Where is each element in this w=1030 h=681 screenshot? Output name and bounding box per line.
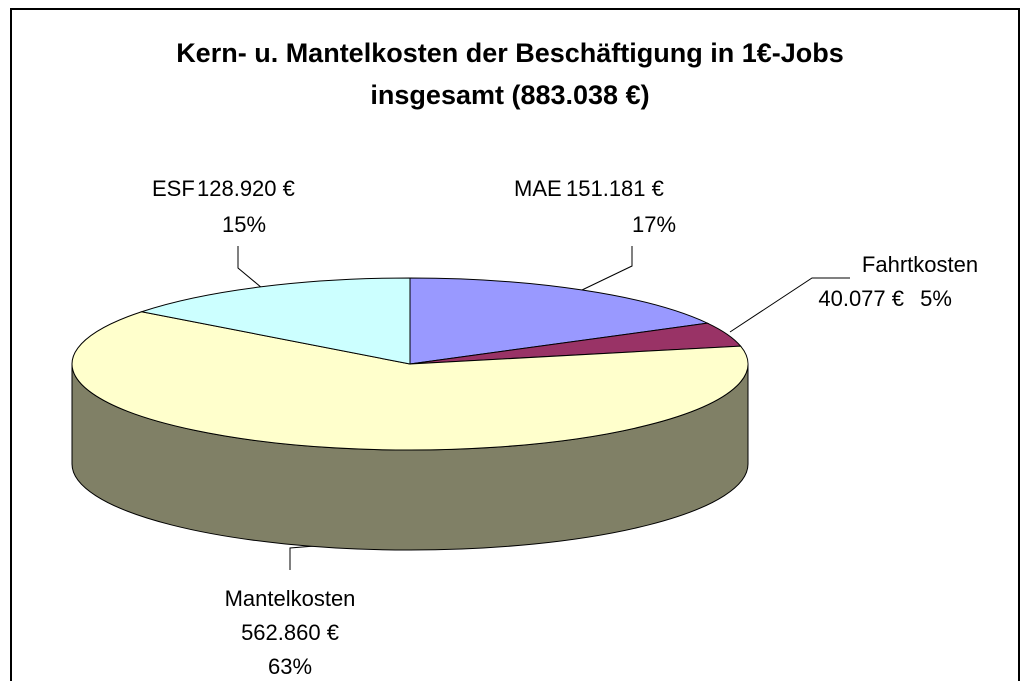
slice-label: Mantelkosten (225, 586, 356, 611)
value-label: 40.077 € (818, 286, 904, 311)
percent-label: 15% (222, 212, 266, 237)
slice-label: MAE (514, 176, 562, 201)
slice-label: ESF (152, 176, 195, 201)
value-label: 562.860 € (241, 620, 339, 645)
slice-label: Fahrtkosten (862, 252, 978, 277)
value-label: 151.181 € (566, 176, 664, 201)
chart-frame (10, 8, 1020, 681)
value-label: 128.920 € (197, 176, 295, 201)
percent-label: 17% (632, 212, 676, 237)
slice (71, 311, 749, 451)
chart-title: Kern- u. Mantelkosten der Beschäftigung … (176, 38, 844, 110)
percent-label: 63% (268, 654, 312, 679)
slice (139, 277, 411, 365)
slice (409, 277, 710, 365)
percent-label: 5% (920, 286, 952, 311)
leader-lines (237, 246, 850, 570)
